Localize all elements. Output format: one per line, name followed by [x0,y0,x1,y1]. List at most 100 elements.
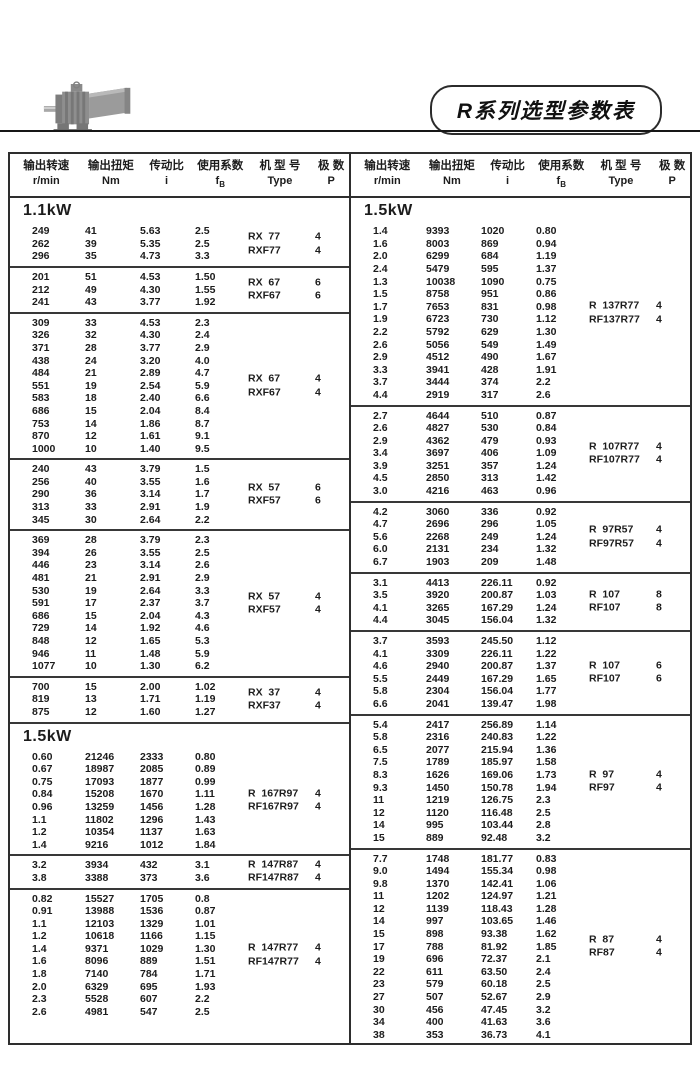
service-factor-cell: 0.92 [536,576,557,589]
ratio-cell: 234 [481,543,499,556]
data-row: 240 43 3.79 1.5 [10,463,349,476]
service-factor-cell: 1.85 [536,940,557,953]
service-factor-cell: 0.80 [536,225,557,238]
speed-cell: 438 [32,354,50,367]
service-factor-cell: 1.67 [536,351,557,364]
speed-cell: 870 [32,430,50,443]
torque-cell: 9216 [85,838,109,851]
torque-cell: 1370 [426,877,450,890]
torque-cell: 40 [85,475,97,488]
speed-cell: 1.9 [373,313,388,326]
pole-cell: 4 [315,244,321,257]
data-row: 5.8 2316 240.83 1.22 [351,731,690,744]
header-unit-label: Type [608,175,634,187]
data-row: 17 788 81.92 1.85 [351,941,690,954]
header-cn-label: 极 数 [318,160,345,172]
speed-cell: 6.7 [373,556,388,569]
speed-cell: 1.1 [32,917,47,930]
service-factor-cell: 2.5 [536,978,551,991]
torque-cell: 12103 [85,917,115,930]
pole-cell: 4 [315,955,321,968]
data-row: 3.8 3388 373 3.6 [10,872,349,885]
data-row: 9.8 1370 142.41 1.06 [351,878,690,891]
speed-cell: 8.3 [373,768,388,781]
torque-cell: 15 [85,680,97,693]
speed-cell: 9.8 [373,877,388,890]
data-row: 2.6 4827 530 0.84 [351,422,690,435]
speed-cell: 700 [32,680,50,693]
speed-cell: 530 [32,584,50,597]
ratio-cell: 103.44 [481,819,514,832]
ratio-cell: 103.65 [481,915,514,928]
service-factor-cell: 3.6 [195,871,210,884]
speed-cell: 249 [32,225,50,238]
type-cell: RF147R87 [248,871,299,884]
speed-cell: 2.6 [373,338,388,351]
service-factor-cell: 2.4 [536,965,551,978]
model-type-line: R 147R87 4 [248,858,348,872]
data-row: 3.0 4216 463 0.96 [351,485,690,498]
type-cell: RF107R77 [589,453,640,466]
torque-cell: 17093 [85,775,115,788]
data-row: 6.6 2041 139.47 1.98 [351,698,690,711]
speed-cell: 309 [32,316,50,329]
service-factor-cell: 8.7 [195,417,210,430]
speed-cell: 3.2 [32,859,47,872]
torque-cell: 18987 [85,763,115,776]
service-factor-cell: 1.73 [536,768,557,781]
data-row: 19 696 72.37 2.1 [351,953,690,966]
model-type-line: R 137R77 4 [589,300,689,314]
data-row: 201 51 4.53 1.50 [10,271,349,284]
data-row: 249 41 5.63 2.5 [10,225,349,238]
ratio-cell: 1.48 [140,647,161,660]
ratio-cell: 2.40 [140,392,161,405]
speed-cell: 875 [32,705,50,718]
gearmotor-image [43,81,131,132]
ratio-cell: 1536 [140,905,164,918]
header-col-1: 输出转速 r/min [351,159,424,192]
model-type-line: R 107 6 [589,659,689,673]
service-factor-cell: 1.5 [195,463,210,476]
type-cell: RXF67 [248,386,281,399]
data-row: 686 15 2.04 8.4 [10,405,349,418]
model-type-line: R 107 8 [589,588,689,602]
torque-cell: 1202 [426,890,450,903]
speed-cell: 262 [32,237,50,250]
service-factor-cell: 1.49 [536,338,557,351]
pole-cell: 4 [315,787,321,800]
data-row: 2.7 4644 510 0.87 [351,410,690,423]
data-row: 1.9 6723 730 1.12 [351,313,690,326]
ratio-cell: 2.00 [140,680,161,693]
service-factor-cell: 5.9 [195,647,210,660]
header-unit-label: i [165,175,169,187]
speed-cell: 0.67 [32,763,53,776]
ratio-cell: 256.89 [481,718,514,731]
header-col-4: 使用系数 fB [194,159,247,192]
torque-cell: 26 [85,546,97,559]
data-row: 1.1 11802 1296 1.43 [10,814,349,827]
torque-cell: 13 [85,693,97,706]
data-row: 1.5 8758 951 0.86 [351,288,690,301]
speed-cell: 212 [32,283,50,296]
data-row: 2.6 5056 549 1.49 [351,339,690,352]
speed-cell: 2.6 [32,1005,47,1018]
torque-cell: 1494 [426,865,450,878]
service-factor-cell: 1.32 [536,543,557,556]
torque-cell: 28 [85,534,97,547]
ratio-cell: 684 [481,250,499,263]
ratio-cell: 730 [481,313,499,326]
speed-cell: 446 [32,559,50,572]
power-section-title: 1.5kW [10,721,349,748]
speed-cell: 19 [373,953,385,966]
service-factor-cell: 1.12 [536,313,557,326]
speed-cell: 1000 [32,442,56,455]
speed-cell: 14 [373,819,385,832]
data-row: 4.1 3309 226.11 1.22 [351,648,690,661]
model-type-line: RF87 4 [589,947,689,961]
ratio-cell: 126.75 [481,794,514,807]
speed-cell: 15 [373,928,385,941]
service-factor-cell: 0.86 [536,288,557,301]
pole-cell: 4 [656,453,662,466]
speed-cell: 326 [32,329,50,342]
torque-cell: 4827 [426,422,450,435]
